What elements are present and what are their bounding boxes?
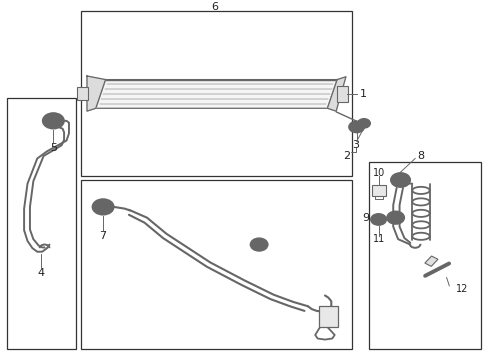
Circle shape [97,202,109,212]
Bar [81,180,351,348]
Bar [319,306,337,327]
Circle shape [352,124,360,130]
Text: 3: 3 [351,140,359,150]
Bar [6,98,76,348]
Text: 11: 11 [372,234,384,244]
Text: 2: 2 [343,150,350,161]
Circle shape [370,214,386,225]
Circle shape [360,121,366,126]
Bar [81,12,351,176]
Text: 1: 1 [359,89,366,99]
Circle shape [357,119,369,128]
Text: 9: 9 [362,213,368,222]
Polygon shape [96,80,336,108]
Text: 4: 4 [38,268,44,278]
Text: 12: 12 [455,284,467,294]
Circle shape [374,217,382,222]
Bar [371,185,385,196]
Circle shape [394,176,406,184]
Circle shape [42,113,64,129]
Text: 6: 6 [211,2,218,12]
Bar [424,256,437,266]
Bar [368,162,480,348]
Bar [336,86,347,102]
Circle shape [390,173,409,187]
Text: 8: 8 [417,151,424,161]
Circle shape [254,241,264,248]
Text: 10: 10 [372,168,385,178]
Circle shape [390,214,400,221]
Text: 7: 7 [100,231,106,240]
Polygon shape [87,76,105,111]
Circle shape [348,121,364,133]
Circle shape [250,238,267,251]
Circle shape [47,116,60,126]
Text: 5: 5 [50,143,57,153]
Circle shape [386,211,404,224]
Polygon shape [327,77,345,111]
Circle shape [92,199,114,215]
Bar [77,87,88,100]
